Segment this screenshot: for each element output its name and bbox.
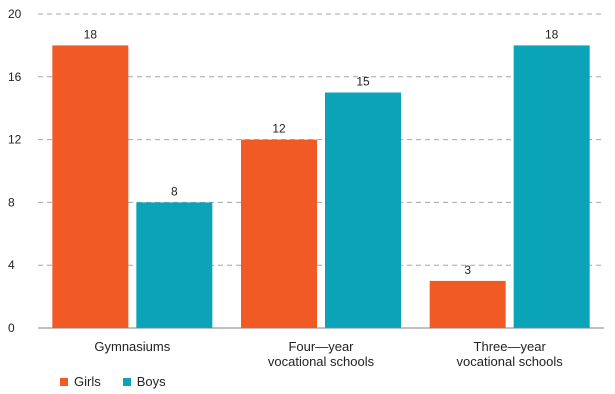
data-label-girls-0: 18 xyxy=(84,27,98,41)
y-tick-label-4: 4 xyxy=(8,258,15,272)
data-label-boys-0: 8 xyxy=(171,184,178,198)
legend-label-boys: Boys xyxy=(136,374,166,389)
bar-boys-2 xyxy=(513,45,590,329)
x-category-label-2-line-0: Three—year xyxy=(474,339,547,354)
bar-boys-1 xyxy=(325,92,401,328)
y-tick-label-20: 20 xyxy=(8,7,22,21)
data-label-boys-1: 15 xyxy=(356,75,370,89)
bar-girls-0 xyxy=(52,45,129,329)
bar-boys-0 xyxy=(136,202,213,328)
bars xyxy=(52,45,590,329)
x-category-label-0-line-0: Gymnasiums xyxy=(94,339,170,354)
legend-item-boys: Boys xyxy=(122,374,166,389)
bar-girls-1 xyxy=(241,139,317,328)
data-label-boys-2: 18 xyxy=(545,27,559,41)
bar-girls-2 xyxy=(429,280,506,328)
x-category-label-1-line-1: vocational schools xyxy=(268,354,375,369)
grid-lines xyxy=(38,13,604,266)
y-tick-label-16: 16 xyxy=(8,70,22,84)
x-category-label-1-line-0: Four—year xyxy=(288,339,354,354)
legend-swatch-boys xyxy=(122,377,131,386)
legend-label-girls: Girls xyxy=(74,374,101,389)
y-tick-label-0: 0 xyxy=(8,321,15,335)
legend: Girls Boys xyxy=(60,374,166,389)
data-label-girls-2: 3 xyxy=(464,263,471,277)
legend-item-girls: Girls xyxy=(60,374,101,389)
y-tick-label-12: 12 xyxy=(8,133,22,147)
legend-swatch-girls xyxy=(60,377,68,386)
y-tick-label-8: 8 xyxy=(8,195,15,209)
x-category-label-2-line-1: vocational schools xyxy=(457,354,564,369)
data-labels: 18 8 12 15 3 18 xyxy=(84,27,559,277)
data-label-girls-1: 12 xyxy=(272,122,286,136)
